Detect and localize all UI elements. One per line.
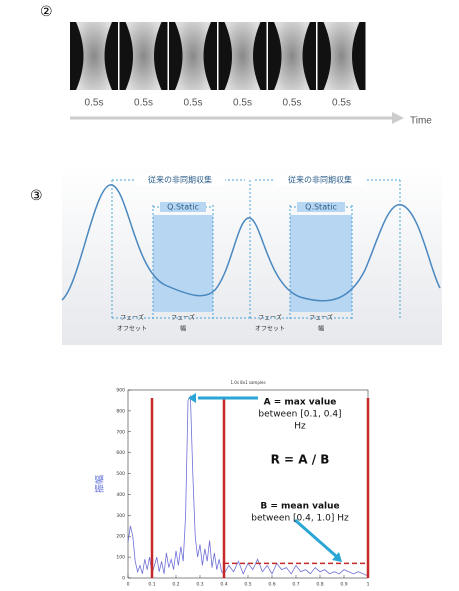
y-tick-label: 700: [116, 429, 125, 435]
span-label: 従来の非同期収集: [288, 175, 352, 185]
y-tick-label: 0: [122, 576, 125, 582]
x-tick-label: 0.6: [268, 582, 275, 588]
annotation: between [0.1, 0.4]: [258, 410, 341, 420]
frame-label: 0.5s: [233, 98, 252, 109]
arrow-head: [392, 112, 404, 124]
y-tick-label: 600: [116, 450, 125, 456]
page: {"panel2": {"label": "②", "frame_labels"…: [0, 0, 459, 591]
phase-label: フェーズ: [120, 314, 144, 322]
x-tick-label: 0.7: [292, 582, 299, 588]
annotation: A = max value: [264, 398, 337, 408]
y-tick-label: 400: [116, 492, 125, 498]
phase-label: フェーズ: [171, 314, 195, 322]
y-axis-label: 振幅: [94, 475, 106, 493]
y-tick-label: 100: [116, 555, 125, 561]
window-label: Q.Static: [167, 203, 199, 212]
frame-label: 0.5s: [332, 98, 351, 109]
frame-label: 0.5s: [85, 98, 104, 109]
y-tick-label: 800: [116, 408, 125, 414]
y-tick-label: 300: [116, 513, 125, 519]
phase-label: フェーズ: [309, 314, 333, 322]
annotation: Hz: [294, 422, 306, 432]
frame-label: 0.5s: [184, 98, 203, 109]
x-tick-label: 1: [367, 582, 370, 588]
annotation: between [0.4, 1.0] Hz: [251, 514, 349, 524]
phase-label: 幅: [180, 325, 186, 333]
x-tick-label: 0.9: [340, 582, 347, 588]
window: [153, 215, 213, 312]
x-tick-label: 0.8: [316, 582, 323, 588]
x-tick-label: 0.4: [220, 582, 227, 588]
x-tick-label: 0.1: [148, 582, 155, 588]
window-label: Q.Static: [305, 203, 337, 212]
frame-label: 0.5s: [134, 98, 153, 109]
y-tick-label: 200: [116, 534, 125, 540]
chart: 1.0s 8x1 samples 振幅 0 100 200 300 400 500 600 700…: [94, 380, 370, 588]
y-tick-label: 900: [116, 388, 125, 394]
phase-label: オフセット: [117, 326, 147, 333]
figure: ② 0.5s 0.5s 0.5s 0.5s 0.5s 0.5s Time ③ 従来の非同期…: [0, 0, 459, 591]
panel-label: ②: [40, 4, 53, 20]
x-tick-label: 0: [127, 582, 130, 588]
x-tick-label: 0.2: [172, 582, 179, 588]
frames: 0.5s 0.5s 0.5s 0.5s 0.5s 0.5s: [70, 22, 366, 109]
panel-label: ③: [30, 188, 43, 204]
time-label: Time: [410, 116, 432, 127]
annotation: R = A / B: [271, 453, 330, 467]
chart-title: 1.0s 8x1 samples: [230, 380, 265, 385]
phase-label: 幅: [318, 325, 324, 333]
x-tick-label: 0.5: [244, 582, 251, 588]
phase-label: オフセット: [255, 326, 285, 333]
x-tick-label: 0.3: [196, 582, 203, 588]
annotation: B = mean value: [260, 502, 339, 512]
phase-label: フェーズ: [258, 314, 282, 322]
span-label: 従来の非同期収集: [148, 175, 212, 185]
frame-label: 0.5s: [283, 98, 302, 109]
y-tick-label: 500: [116, 471, 125, 477]
